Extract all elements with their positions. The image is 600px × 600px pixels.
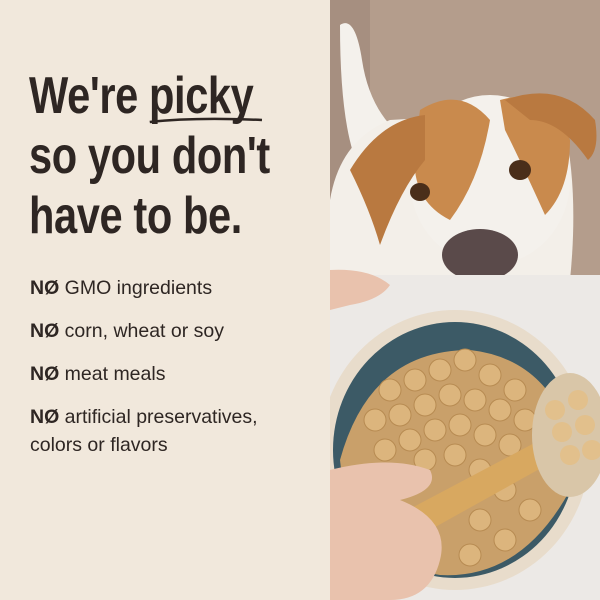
no-prefix: NØ <box>30 406 60 428</box>
list-item: NØ artificial preservatives, colors or fl… <box>30 403 258 459</box>
headline-text: We're <box>29 67 150 125</box>
emphasis-word: picky <box>149 67 254 125</box>
list-item-text: meat meals <box>64 363 166 385</box>
headline-emphasis: picky <box>149 66 263 126</box>
list-item-text: artificial preservatives, <box>64 406 258 428</box>
list-item: NØ GMO ingredients <box>30 274 258 302</box>
list-item: NØ meat meals <box>30 360 258 388</box>
no-prefix: NØ <box>30 277 60 299</box>
list-item-text: corn, wheat or soy <box>64 320 224 342</box>
headline: We're picky so you don't have to be. <box>29 66 270 246</box>
no-list: NØ GMO ingredients NØ corn, wheat or soy… <box>30 274 258 474</box>
dog-food-photo <box>330 0 600 600</box>
no-prefix: NØ <box>30 363 60 385</box>
kibble <box>363 348 542 567</box>
no-prefix: NØ <box>30 320 60 342</box>
hands <box>330 269 442 600</box>
text-panel: We're picky so you don't have to be. NØ … <box>29 66 271 474</box>
dog <box>330 23 597 285</box>
headline-line-3: have to be. <box>29 187 242 245</box>
list-item-text: GMO ingredients <box>64 277 213 299</box>
headline-line-1: We're picky <box>29 66 270 126</box>
underline-stroke <box>149 117 263 124</box>
headline-line-2: so you don't <box>29 127 270 185</box>
list-item-text: colors or flavors <box>30 434 168 456</box>
list-item: NØ corn, wheat or soy <box>30 317 258 345</box>
